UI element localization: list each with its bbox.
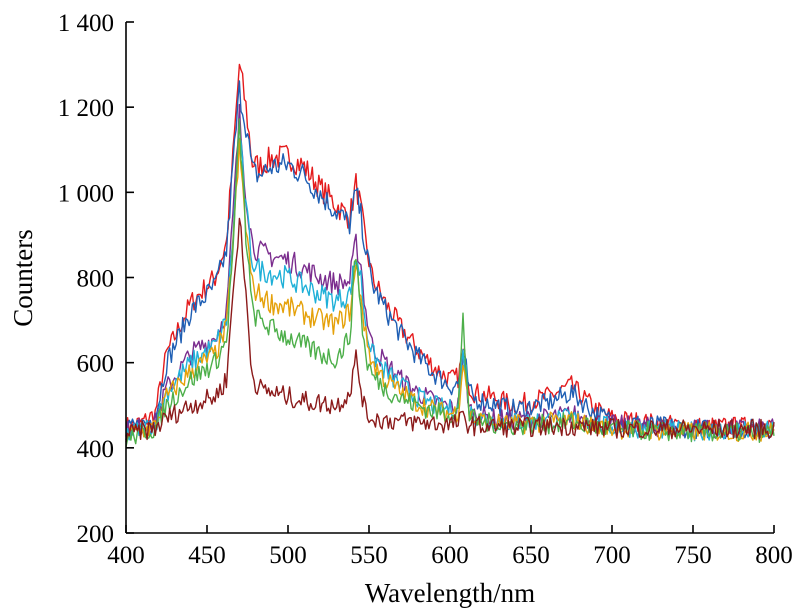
- y-tick-label: 1 000: [58, 180, 114, 207]
- y-tick-label: 800: [77, 266, 115, 293]
- x-tick-label: 400: [107, 542, 145, 569]
- y-tick-label: 1 200: [58, 95, 114, 122]
- x-tick-label: 700: [593, 542, 631, 569]
- series-line-4: [125, 137, 775, 442]
- y-axis-title: Counters: [8, 229, 38, 327]
- x-tick-label: 650: [512, 542, 550, 569]
- x-tick-label: 600: [431, 542, 469, 569]
- x-tick-label: 550: [350, 542, 388, 569]
- series-group: [125, 63, 775, 447]
- series-line-6: [125, 118, 775, 447]
- series-line-5: [125, 138, 775, 442]
- y-ticks: 200 400 600 800 1 000 1 200 1 400: [58, 10, 134, 548]
- y-tick-label: 1 400: [58, 10, 114, 37]
- x-axis-title: Wavelength/nm: [365, 578, 535, 608]
- x-tick-label: 500: [269, 542, 307, 569]
- y-tick-label: 600: [77, 351, 115, 378]
- series-line-2: [125, 80, 775, 440]
- series-line-7: [125, 217, 775, 443]
- series-line-1: [125, 63, 775, 437]
- x-tick-label: 750: [674, 542, 712, 569]
- x-tick-label: 450: [188, 542, 226, 569]
- y-tick-label: 400: [77, 436, 115, 463]
- x-ticks: 400 450 500 550 600 650 700 750 800: [107, 525, 793, 569]
- x-tick-label: 800: [755, 542, 793, 569]
- y-tick-label: 200: [77, 521, 115, 548]
